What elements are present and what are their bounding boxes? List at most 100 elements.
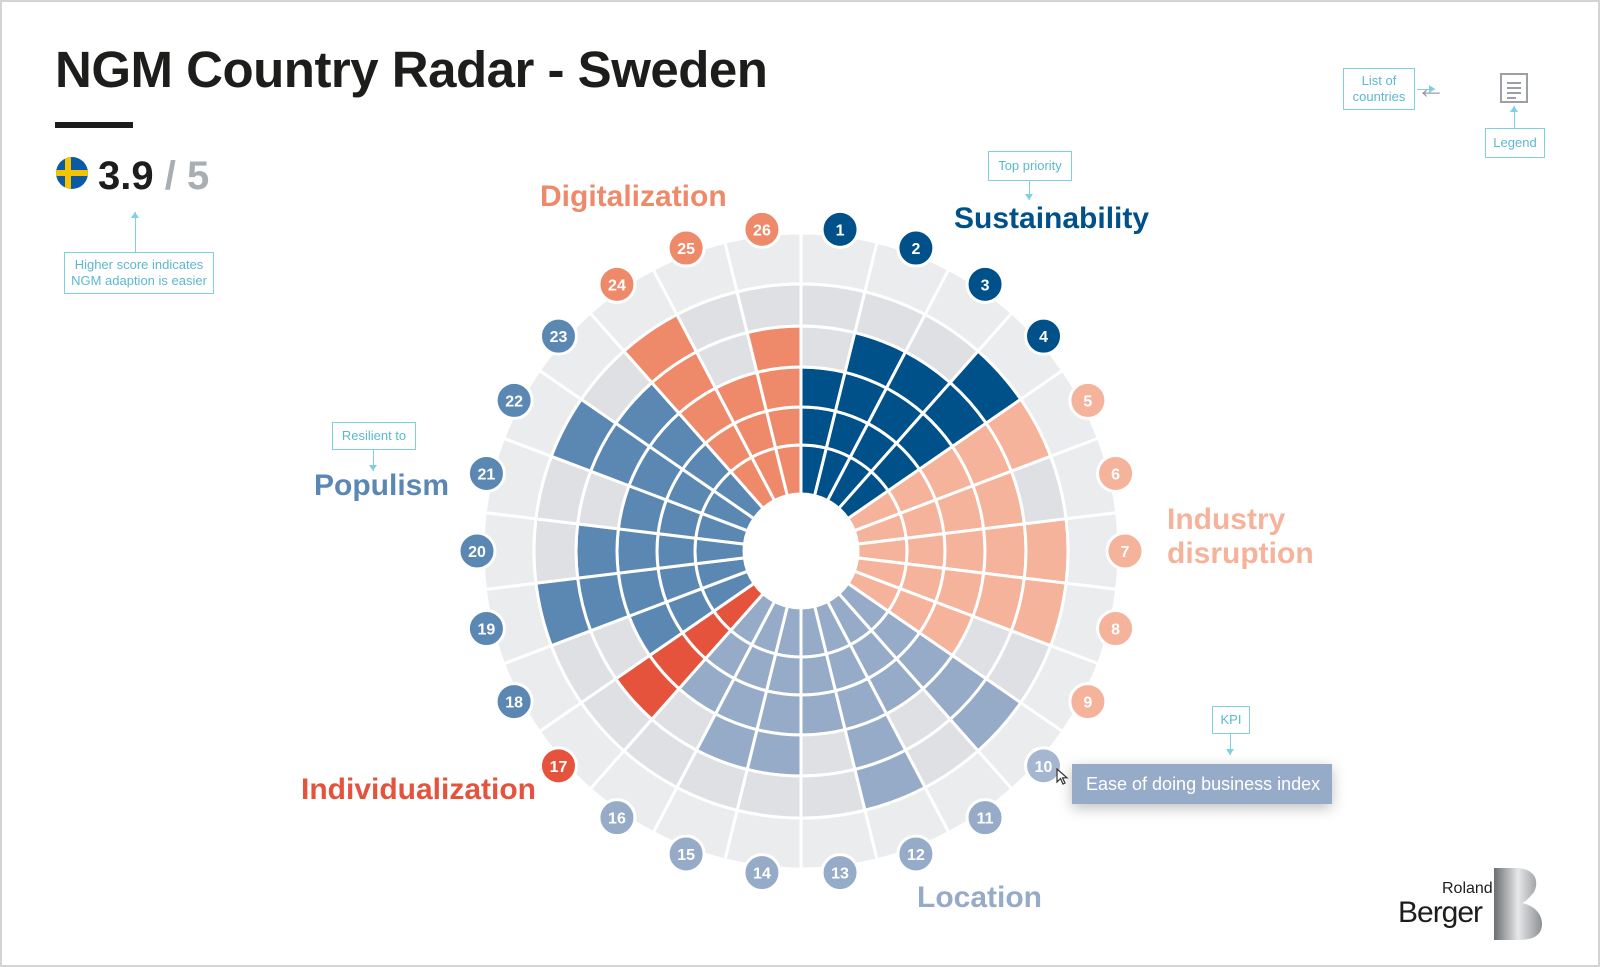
kpi-number-22: 22	[505, 393, 523, 410]
kpi-badge-21[interactable]	[466, 453, 506, 493]
mouse-cursor-icon	[1056, 768, 1069, 785]
category-label-sustainability: Sustainability	[954, 202, 1149, 236]
kpi-segment-25[interactable]: 25	[651, 228, 790, 503]
kpi-number-2: 2	[911, 241, 920, 258]
category-label-populism: Populism	[314, 469, 449, 503]
kpi-segment-22[interactable]: 22	[494, 368, 757, 533]
kpi-segment-13[interactable]: 13	[799, 604, 879, 893]
kpi-badge-19[interactable]	[466, 609, 506, 649]
list-of-countries-line-1: List of	[1361, 73, 1397, 88]
kpi-cell-7-3	[942, 527, 987, 575]
kpi-number-18: 18	[505, 695, 523, 712]
kpi-number-17: 17	[550, 759, 568, 776]
kpi-badge-11[interactable]	[965, 798, 1005, 838]
kpi-cell-13-3	[799, 689, 847, 737]
kpi-badge-20[interactable]	[457, 531, 497, 571]
kpi-number-7: 7	[1121, 544, 1130, 561]
kpi-number-24: 24	[608, 277, 626, 294]
kpi-badge-15[interactable]	[666, 834, 706, 874]
kpi-number-8: 8	[1111, 622, 1120, 639]
category-digitalization-line-1: Digitalization	[540, 180, 727, 213]
kpi-number-5: 5	[1083, 393, 1092, 410]
list-of-countries-line-2: countries	[1352, 89, 1406, 104]
category-label-location: Location	[917, 881, 1042, 915]
category-industry-line-2: disruption	[1167, 537, 1314, 570]
kpi-cell-26-5	[735, 282, 803, 335]
kpi-number-10: 10	[1035, 759, 1053, 776]
kpi-badge-4[interactable]	[1024, 316, 1064, 356]
kpi-tooltip: Ease of doing business index	[1072, 764, 1332, 804]
back-arrow-icon[interactable]: ←	[1416, 72, 1446, 105]
kpi-segment-16[interactable]: 16	[588, 591, 777, 838]
score-hint-note: Higher score indicates NGM adaption is e…	[64, 252, 214, 294]
score-hint-arrow	[131, 212, 139, 252]
kpi-number-20: 20	[468, 544, 486, 561]
country-score: 3.9 / 5	[98, 154, 209, 199]
legend-note: Legend	[1485, 128, 1545, 158]
kpi-cell-20-4	[574, 522, 621, 580]
score-hint-line-1: Higher score indicates	[74, 257, 204, 272]
kpi-number-23: 23	[550, 329, 568, 346]
kpi-number-15: 15	[677, 847, 695, 864]
kpi-note: KPI	[1212, 706, 1250, 734]
kpi-badge-13[interactable]	[820, 853, 860, 893]
kpi-segment-17[interactable]: 17	[537, 581, 766, 792]
kpi-segment-11[interactable]: 11	[825, 591, 1014, 838]
resilient-note: Resilient to	[332, 422, 416, 450]
kpi-badge-22[interactable]	[494, 380, 534, 420]
kpi-badge-25[interactable]	[666, 228, 706, 268]
kpi-number-4: 4	[1039, 329, 1048, 346]
kpi-segment-12[interactable]: 12	[812, 599, 951, 874]
logo-text-bottom: Berger	[1398, 896, 1483, 929]
kpi-badge-3[interactable]	[965, 264, 1005, 304]
kpi-segment-24[interactable]: 24	[588, 264, 777, 511]
kpi-segment-6[interactable]: 6	[852, 436, 1136, 546]
kpi-badge-16[interactable]	[597, 798, 637, 838]
sweden-flag-icon	[56, 157, 88, 189]
kpi-number-26: 26	[753, 222, 771, 239]
kpi-badge-7[interactable]	[1105, 531, 1145, 571]
legend-icon[interactable]	[1500, 73, 1528, 103]
kpi-number-1: 1	[836, 222, 845, 239]
kpi-badge-14[interactable]	[742, 853, 782, 893]
kpi-number-14: 14	[753, 866, 771, 883]
kpi-number-6: 6	[1111, 466, 1120, 483]
kpi-segment-3[interactable]: 3	[825, 264, 1014, 511]
kpi-badge-24[interactable]	[597, 264, 637, 304]
kpi-badge-17[interactable]	[538, 746, 578, 786]
kpi-badge-18[interactable]	[494, 682, 534, 722]
resilient-arrow	[369, 449, 377, 471]
legend-arrow	[1510, 106, 1518, 128]
page-title: NGM Country Radar - Sweden	[55, 41, 768, 98]
kpi-cell-13-5	[799, 767, 867, 820]
kpi-cell-7-4	[981, 522, 1028, 580]
kpi-segment-1[interactable]: 1	[799, 209, 879, 498]
kpi-badge-hover	[1024, 746, 1064, 786]
score-total: / 5	[164, 154, 210, 198]
kpi-badge-12[interactable]	[896, 834, 936, 874]
kpi-badge-1[interactable]	[820, 209, 860, 249]
kpi-badge-26[interactable]	[742, 209, 782, 249]
kpi-cell-26-3	[755, 365, 803, 413]
kpi-segment-15[interactable]: 15	[651, 599, 790, 874]
kpi-badge-6[interactable]	[1096, 453, 1136, 493]
kpi-segment-23[interactable]: 23	[537, 310, 766, 521]
category-label-industry-disruption: Industry disruption	[1167, 503, 1314, 571]
kpi-badge-5[interactable]	[1068, 380, 1108, 420]
title-underline	[55, 122, 133, 128]
kpi-badge-8[interactable]	[1096, 609, 1136, 649]
score-value: 3.9	[98, 154, 154, 198]
kpi-badge-9[interactable]	[1068, 682, 1108, 722]
kpi-segment-26[interactable]: 26	[723, 209, 803, 498]
kpi-badge-2[interactable]	[896, 228, 936, 268]
kpi-badge-23[interactable]	[538, 316, 578, 356]
kpi-segment-19[interactable]: 19	[466, 556, 750, 666]
kpi-number-9: 9	[1083, 695, 1092, 712]
kpi-number-19: 19	[478, 622, 496, 639]
kpi-segment-14[interactable]: 14	[723, 604, 803, 893]
kpi-segment-20[interactable]: 20	[457, 510, 747, 592]
category-individualization-line-1: Individualization	[301, 773, 537, 806]
top-priority-arrow	[1025, 180, 1033, 200]
kpi-cell-7-5	[1022, 517, 1070, 585]
kpi-number-25: 25	[677, 241, 695, 258]
